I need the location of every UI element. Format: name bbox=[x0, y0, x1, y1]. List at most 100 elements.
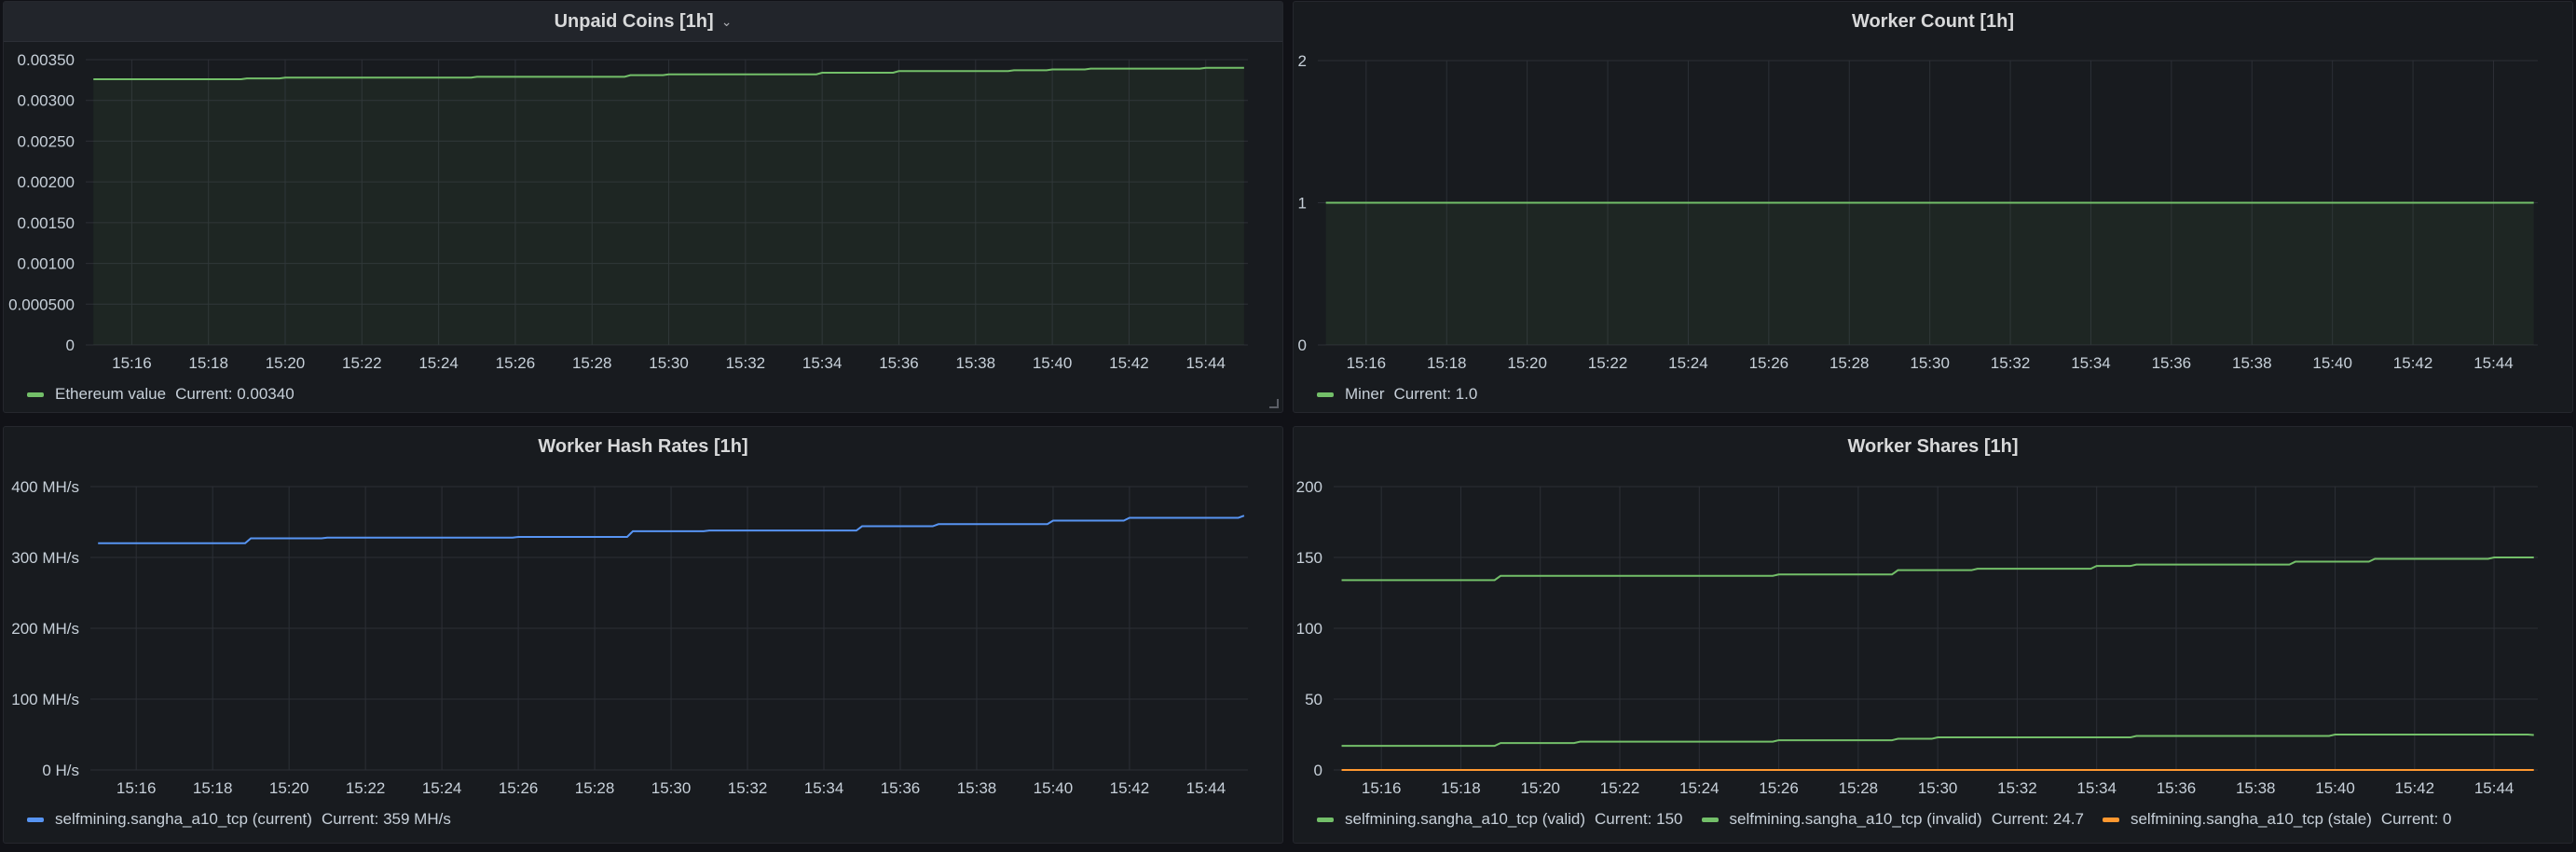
panel-worker-hash-rates: Worker Hash Rates [1h] 0 H/s 100 MH/s 200 … bbox=[3, 426, 1283, 844]
resize-handle[interactable] bbox=[1269, 399, 1279, 408]
chart-worker-shares: 0 50 100 150 200 15:16 15:18 15:20 15:22 15:24 15:… bbox=[1296, 478, 2538, 797]
legend-swatch bbox=[1317, 817, 1334, 822]
y-tick-label: 0.00150 bbox=[18, 214, 75, 232]
x-tick-label: 15:28 bbox=[1829, 354, 1870, 372]
x-tick-label: 15:26 bbox=[1749, 354, 1789, 372]
panel-header[interactable]: Worker Shares [1h] bbox=[1294, 427, 2572, 466]
x-tick-label: 15:42 bbox=[2393, 354, 2433, 372]
y-tick-label: 200 bbox=[1296, 478, 1322, 496]
legend-series-name: selfmining.sangha_a10_tcp (invalid) bbox=[1729, 810, 1982, 828]
x-tick-label: 15:34 bbox=[802, 354, 843, 372]
legend: Miner Current: 1.0 bbox=[1317, 385, 1496, 404]
panel-title[interactable]: Worker Shares [1h] bbox=[1847, 435, 2019, 457]
x-tick-label: 15:36 bbox=[2152, 354, 2192, 372]
x-tick-label: 15:30 bbox=[649, 354, 689, 372]
legend-item[interactable]: selfmining.sangha_a10_tcp (current) Curre… bbox=[27, 810, 451, 829]
x-tick-label: 15:42 bbox=[1109, 354, 1149, 372]
legend-current-value: Current: 24.7 bbox=[1991, 810, 2084, 828]
panel-title[interactable]: Worker Hash Rates [1h] bbox=[538, 435, 748, 457]
y-tick-label: 0 bbox=[1298, 337, 1307, 354]
panel-unpaid-coins: Unpaid Coins [1h] ⌄ 0 0.000500 0.00100 0.00… bbox=[3, 1, 1283, 413]
series-line bbox=[98, 515, 1245, 544]
x-tick-label: 15:40 bbox=[2315, 779, 2355, 797]
legend-item[interactable]: Ethereum value Current: 0.00340 bbox=[27, 385, 295, 404]
panel-header[interactable]: Worker Count [1h] bbox=[1294, 2, 2572, 41]
x-tick-label: 15:28 bbox=[572, 354, 612, 372]
x-tick-label: 15:30 bbox=[1910, 354, 1950, 372]
y-tick-label: 100 bbox=[1296, 620, 1322, 638]
x-tick-label: 15:38 bbox=[956, 354, 996, 372]
y-tick-label: 0 bbox=[66, 337, 75, 354]
x-tick-label: 15:30 bbox=[1918, 779, 1958, 797]
x-tick-label: 15:32 bbox=[1997, 779, 2037, 797]
legend-item[interactable]: Miner Current: 1.0 bbox=[1317, 385, 1477, 404]
chevron-down-icon[interactable]: ⌄ bbox=[720, 13, 733, 29]
x-tick-label: 15:38 bbox=[2232, 354, 2272, 372]
legend-current-value: Current: 359 MH/s bbox=[321, 810, 451, 828]
x-tick-label: 15:32 bbox=[728, 779, 768, 797]
x-tick-label: 15:18 bbox=[1427, 354, 1467, 372]
legend-item[interactable]: selfmining.sangha_a10_tcp (valid) Current… bbox=[1317, 810, 1683, 829]
x-tick-label: 15:18 bbox=[1441, 779, 1481, 797]
x-tick-label: 15:22 bbox=[346, 779, 386, 797]
x-tick-label: 15:20 bbox=[266, 354, 306, 372]
legend-item[interactable]: selfmining.sangha_a10_tcp (stale) Current… bbox=[2102, 810, 2452, 829]
legend-series-name: Miner bbox=[1345, 385, 1385, 403]
y-tick-label: 150 bbox=[1296, 549, 1322, 567]
x-tick-label: 15:38 bbox=[2236, 779, 2276, 797]
x-tick-label: 15:44 bbox=[2473, 354, 2514, 372]
x-tick-label: 15:20 bbox=[269, 779, 309, 797]
panel-header[interactable]: Unpaid Coins [1h] ⌄ bbox=[4, 2, 1282, 42]
x-tick-label: 15:18 bbox=[193, 779, 233, 797]
y-tick-label: 0 bbox=[1314, 762, 1322, 779]
x-tick-label: 15:44 bbox=[1186, 779, 1226, 797]
x-tick-label: 15:32 bbox=[726, 354, 766, 372]
legend-item[interactable]: selfmining.sangha_a10_tcp (invalid) Curre… bbox=[1701, 810, 2084, 829]
x-tick-label: 15:30 bbox=[651, 779, 692, 797]
panel-header[interactable]: Worker Hash Rates [1h] bbox=[4, 427, 1282, 466]
x-tick-label: 15:16 bbox=[112, 354, 152, 372]
x-tick-label: 15:42 bbox=[1110, 779, 1150, 797]
legend-series-name: selfmining.sangha_a10_tcp (stale) bbox=[2130, 810, 2372, 828]
panel-title[interactable]: Worker Count [1h] bbox=[1851, 10, 2015, 32]
chart-unpaid-coins: 0 0.000500 0.00100 0.00150 0.00200 0.00250 0.0… bbox=[8, 51, 1248, 372]
x-tick-label: 15:16 bbox=[1347, 354, 1387, 372]
legend: selfmining.sangha_a10_tcp (valid) Current… bbox=[1317, 810, 2471, 829]
series-line bbox=[1341, 734, 2534, 748]
y-tick-label: 0.00350 bbox=[18, 51, 75, 69]
legend-series-name: selfmining.sangha_a10_tcp (current) bbox=[55, 810, 312, 828]
legend-current-value: Current: 0 bbox=[2380, 810, 2452, 828]
panel-worker-count: Worker Count [1h] 0 1 2 15:16 15:18 15:20 15:2… bbox=[1293, 1, 2573, 413]
x-tick-label: 15:22 bbox=[342, 354, 382, 372]
x-tick-label: 15:20 bbox=[1507, 354, 1547, 372]
x-tick-label: 15:28 bbox=[575, 779, 615, 797]
x-tick-label: 15:44 bbox=[1185, 354, 1226, 372]
y-tick-label: 100 MH/s bbox=[11, 691, 79, 708]
x-tick-label: 15:24 bbox=[422, 779, 462, 797]
x-tick-label: 15:34 bbox=[804, 779, 844, 797]
y-tick-label: 0 H/s bbox=[42, 762, 79, 779]
x-tick-label: 15:34 bbox=[2076, 779, 2117, 797]
chart-worker-hash-rates: 0 H/s 100 MH/s 200 MH/s 300 MH/s 400 MH/s 15:… bbox=[11, 478, 1248, 797]
y-tick-label: 400 MH/s bbox=[11, 478, 79, 496]
x-tick-label: 15:38 bbox=[957, 779, 997, 797]
y-tick-label: 0.00200 bbox=[18, 173, 75, 191]
series-area bbox=[1325, 202, 2534, 345]
x-tick-label: 15:40 bbox=[1034, 779, 1074, 797]
x-tick-label: 15:24 bbox=[1679, 779, 1720, 797]
legend-swatch bbox=[1701, 817, 1719, 822]
x-tick-label: 15:24 bbox=[1668, 354, 1708, 372]
x-tick-label: 15:24 bbox=[418, 354, 459, 372]
x-tick-label: 15:28 bbox=[1839, 779, 1879, 797]
x-tick-label: 15:32 bbox=[1991, 354, 2031, 372]
panel-title[interactable]: Unpaid Coins [1h] bbox=[554, 10, 714, 32]
legend-current-value: Current: 150 bbox=[1595, 810, 1683, 828]
x-tick-label: 15:22 bbox=[1588, 354, 1628, 372]
series-line bbox=[93, 66, 1244, 80]
legend: Ethereum value Current: 0.00340 bbox=[27, 385, 313, 404]
x-tick-label: 15:42 bbox=[2395, 779, 2435, 797]
x-tick-label: 15:36 bbox=[879, 354, 919, 372]
x-tick-label: 15:26 bbox=[496, 354, 536, 372]
y-tick-label: 0.000500 bbox=[8, 295, 75, 313]
x-tick-label: 15:44 bbox=[2474, 779, 2514, 797]
